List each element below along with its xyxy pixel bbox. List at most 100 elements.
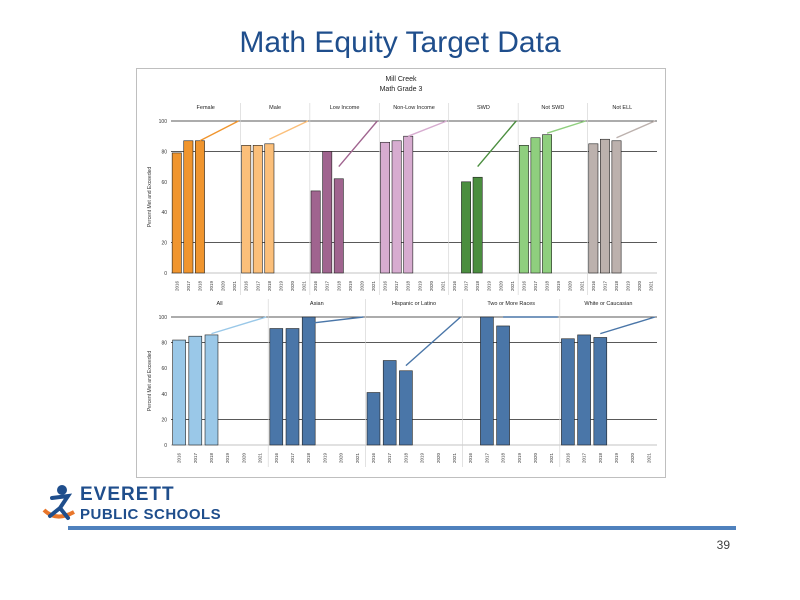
x-tick-label: 2017 bbox=[582, 453, 587, 464]
y-tick-label: 20 bbox=[161, 241, 167, 247]
x-tick-label: 2016 bbox=[452, 281, 457, 292]
bar bbox=[183, 140, 194, 274]
x-tick-label: 2017 bbox=[484, 453, 489, 464]
bar bbox=[561, 338, 575, 446]
bar bbox=[496, 325, 510, 446]
x-tick-label: 2016 bbox=[313, 281, 318, 292]
x-tick-label: 2017 bbox=[325, 281, 330, 292]
chart-svg: Mill Creek Math Grade 3 0 20 40 60 80 100 Percen… bbox=[147, 76, 657, 467]
x-tick-label: 2020 bbox=[630, 453, 635, 464]
bar bbox=[301, 316, 316, 446]
y-axis-label: Percent Met and Exceeded bbox=[147, 167, 153, 228]
y-tick-label: 80 bbox=[161, 341, 167, 347]
x-tick-label: 2016 bbox=[274, 453, 279, 464]
y-tick-label: 100 bbox=[159, 315, 168, 321]
y-tick-label: 20 bbox=[161, 417, 167, 423]
x-tick-label: 2020 bbox=[533, 453, 538, 464]
x-tick-label: 2020 bbox=[429, 281, 434, 292]
bar bbox=[577, 334, 591, 446]
series-label: Asian bbox=[310, 301, 324, 307]
x-tick-label: 2020 bbox=[436, 453, 441, 464]
y-tick-label: 100 bbox=[159, 119, 168, 125]
x-tick-label: 2019 bbox=[225, 453, 230, 464]
bar bbox=[588, 143, 599, 274]
bar bbox=[472, 176, 483, 274]
y-tick-label: 80 bbox=[161, 149, 167, 155]
bar bbox=[172, 339, 186, 446]
x-tick-label: 2018 bbox=[197, 281, 202, 292]
bar bbox=[285, 328, 300, 446]
y-tick-label: 40 bbox=[161, 392, 167, 398]
x-tick-label: 2019 bbox=[556, 281, 561, 292]
x-tick-label: 2020 bbox=[359, 281, 364, 292]
bar bbox=[542, 134, 553, 274]
x-tick-label: 2019 bbox=[348, 281, 353, 292]
y-tick-label: 40 bbox=[161, 210, 167, 216]
x-tick-label: 2018 bbox=[501, 453, 506, 464]
x-tick-label: 2016 bbox=[174, 281, 179, 292]
y-tick-label: 60 bbox=[161, 180, 167, 186]
x-tick-label: 2017 bbox=[290, 453, 295, 464]
target-line bbox=[477, 120, 517, 168]
bar bbox=[310, 190, 321, 274]
x-tick-label: 2019 bbox=[278, 281, 283, 292]
series-label: Not ELL bbox=[612, 105, 632, 111]
chart-title: Mill Creek bbox=[385, 76, 417, 83]
target-line bbox=[338, 120, 378, 168]
bar bbox=[269, 328, 284, 446]
bar bbox=[461, 181, 472, 274]
bar bbox=[599, 138, 610, 274]
x-tick-label: 2021 bbox=[646, 453, 651, 464]
target-line bbox=[546, 120, 586, 134]
bar bbox=[171, 152, 182, 274]
x-tick-label: 2019 bbox=[517, 453, 522, 464]
series-label: Non-Low Income bbox=[393, 105, 435, 111]
x-tick-label: 2020 bbox=[290, 281, 295, 292]
x-tick-label: 2021 bbox=[440, 281, 445, 292]
x-tick-label: 2020 bbox=[498, 281, 503, 292]
x-tick-label: 2021 bbox=[232, 281, 237, 292]
x-tick-label: 2020 bbox=[568, 281, 573, 292]
x-tick-label: 2018 bbox=[406, 281, 411, 292]
x-tick-label: 2018 bbox=[306, 453, 311, 464]
x-tick-label: 2017 bbox=[387, 453, 392, 464]
x-tick-label: 2018 bbox=[545, 281, 550, 292]
bar bbox=[252, 145, 263, 274]
y-tick-label: 0 bbox=[164, 271, 167, 277]
x-tick-label: 2017 bbox=[193, 453, 198, 464]
x-tick-label: 2017 bbox=[533, 281, 538, 292]
bar bbox=[382, 360, 397, 446]
bar bbox=[593, 337, 608, 446]
target-line bbox=[600, 316, 656, 335]
x-tick-label: 2017 bbox=[602, 281, 607, 292]
logo-text-line1: EVERETT bbox=[80, 484, 175, 505]
bar bbox=[480, 316, 494, 446]
x-tick-label: 2017 bbox=[186, 281, 191, 292]
bar bbox=[403, 135, 414, 274]
page-number: 39 bbox=[716, 538, 730, 552]
x-tick-label: 2016 bbox=[591, 281, 596, 292]
x-tick-label: 2020 bbox=[241, 453, 246, 464]
bar bbox=[194, 140, 205, 274]
bar bbox=[380, 141, 390, 274]
x-tick-label: 2016 bbox=[244, 281, 249, 292]
logo-icon bbox=[42, 485, 75, 520]
chart-frame: Mill Creek Math Grade 3 0 20 40 60 80 100 Percen… bbox=[136, 68, 666, 478]
series-label: SWD bbox=[477, 105, 490, 111]
bar bbox=[391, 140, 402, 274]
bar bbox=[530, 137, 541, 274]
x-tick-label: 2019 bbox=[417, 281, 422, 292]
x-tick-label: 2021 bbox=[579, 281, 584, 292]
x-tick-label: 2016 bbox=[177, 453, 182, 464]
bar bbox=[322, 151, 333, 274]
x-tick-label: 2021 bbox=[258, 453, 263, 464]
x-tick-label: 2020 bbox=[637, 281, 642, 292]
x-tick-label: 2018 bbox=[598, 453, 603, 464]
target-line bbox=[269, 120, 309, 140]
y-tick-label: 60 bbox=[161, 366, 167, 372]
chart-subtitle: Math Grade 3 bbox=[380, 86, 423, 93]
y-tick-label: 0 bbox=[164, 443, 167, 449]
x-tick-label: 2019 bbox=[322, 453, 327, 464]
x-tick-label: 2020 bbox=[339, 453, 344, 464]
bar bbox=[518, 145, 529, 274]
